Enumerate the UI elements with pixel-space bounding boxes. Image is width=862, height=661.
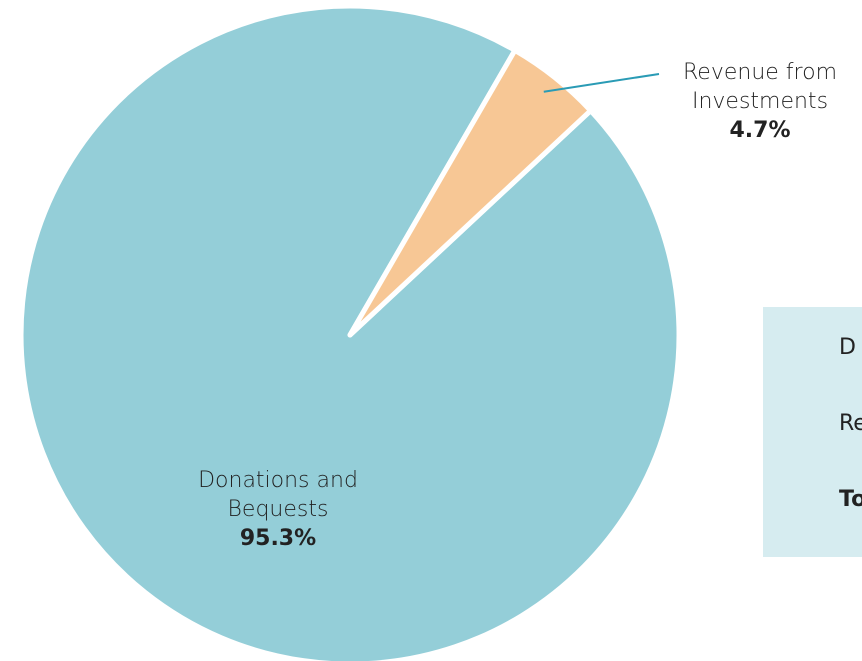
summary-row-donations: D bbox=[839, 335, 856, 360]
investments-label-line2: Investments bbox=[691, 89, 829, 114]
donations-label: Donations and Bequests 95.3% bbox=[162, 466, 394, 553]
investments-label: Revenue from Investments 4.7% bbox=[660, 58, 860, 145]
summary-row-total: To bbox=[839, 487, 862, 512]
summary-panel: D Re To bbox=[763, 307, 862, 557]
investments-label-line1: Revenue from bbox=[683, 60, 837, 85]
slice-investments bbox=[347, 47, 594, 338]
donations-label-line1: Donations and bbox=[198, 468, 358, 493]
donations-label-line2: Bequests bbox=[227, 497, 329, 522]
pie-slices bbox=[18, 3, 682, 661]
donations-percent: 95.3% bbox=[239, 526, 317, 551]
investments-leader-line bbox=[543, 73, 660, 93]
investments-percent: 4.7% bbox=[729, 118, 791, 143]
summary-row-revenue: Re bbox=[839, 411, 862, 436]
